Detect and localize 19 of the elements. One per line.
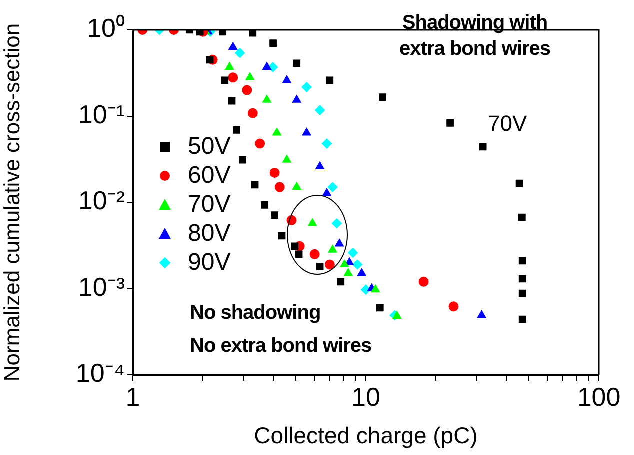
legend-label: 70V xyxy=(188,190,231,218)
y-axis-title: Normalized cumulative cross-section xyxy=(0,23,24,382)
x-tick-label: 1 xyxy=(126,382,140,412)
legend-label: 50V xyxy=(188,132,231,160)
legend-label: 80V xyxy=(188,220,231,248)
annotation: 70V xyxy=(488,111,528,137)
legend-label: 60V xyxy=(188,162,231,190)
y-tick-label: 10⁻¹ xyxy=(78,99,126,130)
y-tick-label: 10⁻³ xyxy=(78,272,126,302)
annotation: No shadowing xyxy=(190,301,321,326)
x-axis-title: Collected charge (pC) xyxy=(254,422,478,449)
y-tick-label: 10⁻² xyxy=(78,186,126,216)
annotation: Shadowing with extra bond wires xyxy=(398,11,552,62)
x-tick-label: 100 xyxy=(577,382,621,412)
x-tick-label: 10 xyxy=(352,382,380,412)
annotation: No extra bond wires xyxy=(190,334,372,359)
y-tick-label: 10⁻⁴ xyxy=(76,358,125,388)
y-tick-label: 10⁰ xyxy=(87,13,125,44)
legend-label: 90V xyxy=(188,248,231,276)
